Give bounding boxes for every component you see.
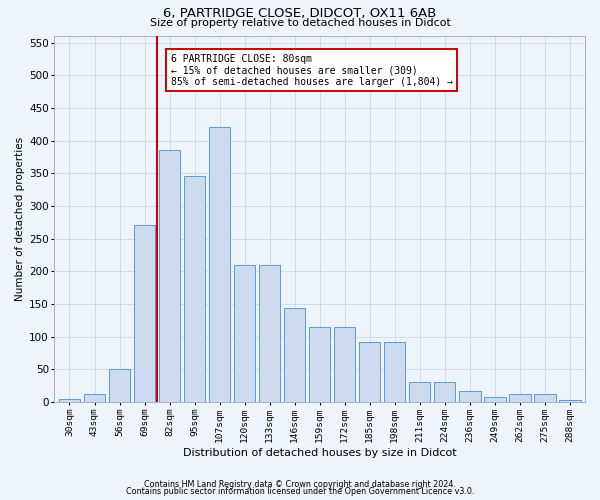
Bar	[59, 398, 80, 402]
Bar	[134, 225, 155, 402]
Bar	[84, 394, 105, 402]
Bar	[509, 394, 530, 402]
Bar	[309, 327, 331, 402]
Text: Size of property relative to detached houses in Didcot: Size of property relative to detached ho…	[149, 18, 451, 28]
Bar	[559, 400, 581, 402]
Text: Contains HM Land Registry data © Crown copyright and database right 2024.: Contains HM Land Registry data © Crown c…	[144, 480, 456, 489]
Bar	[234, 264, 255, 402]
Bar	[259, 264, 280, 402]
X-axis label: Distribution of detached houses by size in Didcot: Distribution of detached houses by size …	[183, 448, 457, 458]
Bar	[409, 382, 430, 402]
Bar	[434, 382, 455, 402]
Bar	[359, 342, 380, 402]
Bar	[284, 308, 305, 402]
Bar	[184, 176, 205, 402]
Text: 6, PARTRIDGE CLOSE, DIDCOT, OX11 6AB: 6, PARTRIDGE CLOSE, DIDCOT, OX11 6AB	[163, 8, 437, 20]
Bar	[535, 394, 556, 402]
Bar	[159, 150, 180, 402]
Bar	[459, 391, 481, 402]
Text: Contains public sector information licensed under the Open Government Licence v3: Contains public sector information licen…	[126, 487, 474, 496]
Bar	[209, 128, 230, 402]
Bar	[109, 369, 130, 402]
Y-axis label: Number of detached properties: Number of detached properties	[15, 137, 25, 301]
Bar	[484, 396, 506, 402]
Bar	[384, 342, 406, 402]
Text: 6 PARTRIDGE CLOSE: 80sqm
← 15% of detached houses are smaller (309)
85% of semi-: 6 PARTRIDGE CLOSE: 80sqm ← 15% of detach…	[171, 54, 453, 87]
Bar	[334, 327, 355, 402]
